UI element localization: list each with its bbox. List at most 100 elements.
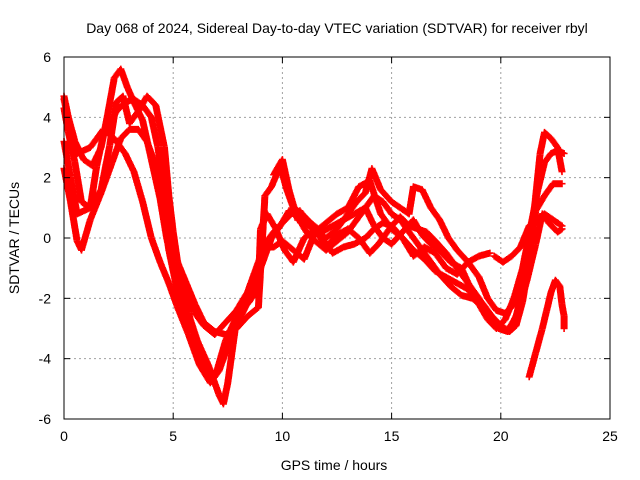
x-axis-label: GPS time / hours: [281, 457, 388, 473]
data-point-segment: [261, 235, 275, 260]
data-point-segment: [547, 134, 561, 150]
data-point-segment: [209, 368, 222, 384]
data-point-segment: [436, 246, 454, 265]
data-point-segment: [88, 145, 104, 170]
data-point-segment: [147, 156, 164, 201]
data-point-segment: [425, 255, 443, 277]
data-point-segment: [388, 229, 405, 248]
data-point-segment: [322, 226, 340, 242]
data-point-segment: [244, 266, 260, 296]
data-point-segment: [541, 128, 554, 141]
data-point-segment: [379, 198, 395, 217]
data-point-segment: [185, 331, 203, 367]
data-point-segment: [388, 210, 403, 223]
y-tick-label: -6: [39, 411, 52, 427]
data-point-segment: [436, 216, 452, 241]
data-point-segment: [147, 113, 162, 150]
data-point-segment: [233, 305, 249, 329]
data-point-segment: [268, 223, 283, 242]
data-point-segment: [475, 249, 494, 260]
data-point-segment: [427, 240, 442, 253]
data-point-segment: [147, 234, 164, 265]
data-point-segment: [344, 184, 362, 212]
data-point-segment: [418, 231, 434, 247]
data-point-segment: [519, 258, 531, 278]
data-point-segment: [525, 217, 539, 230]
data-point-segment: [554, 144, 566, 176]
series-track-2: [60, 125, 568, 408]
data-point-segment: [468, 294, 486, 310]
data-point-segment: [167, 222, 181, 265]
data-point-segment: [156, 195, 170, 240]
data-point-segment: [86, 163, 100, 212]
data-point-segment: [261, 184, 274, 200]
data-point-segment: [541, 210, 556, 223]
data-point-segment: [479, 303, 495, 322]
y-tick-label: 2: [43, 170, 51, 186]
x-tick-label: 20: [493, 428, 509, 444]
data-point-segment: [368, 165, 384, 192]
data-point-segment: [517, 223, 533, 251]
data-point-segment: [447, 282, 464, 298]
data-point-segment: [185, 309, 201, 343]
data-point-segment: [399, 234, 416, 253]
series-track-6: [270, 156, 531, 317]
data-point-segment: [117, 65, 131, 90]
data-point-segment: [174, 258, 190, 286]
data-point-segment: [560, 312, 568, 332]
data-point-segment: [71, 138, 87, 162]
data-point-segment: [64, 128, 79, 165]
y-tick-label: 0: [43, 230, 51, 246]
data-point-segment: [423, 228, 438, 244]
data-point-segment: [409, 216, 425, 238]
data-point-segment: [453, 246, 471, 265]
y-tick-label: 6: [43, 49, 51, 65]
data-point-segment: [333, 211, 351, 233]
data-point-segment: [525, 350, 539, 381]
data-point-segment: [130, 98, 146, 123]
data-point-segment: [241, 284, 257, 311]
data-point-segment: [174, 303, 192, 337]
data-point-segment: [333, 229, 351, 245]
data-point-segment: [139, 101, 154, 120]
data-point-segment: [377, 186, 395, 205]
data-point-segment: [278, 156, 293, 192]
data-point-segment: [152, 101, 168, 150]
data-point-segment: [278, 237, 296, 253]
data-point-segment: [322, 238, 340, 254]
data-point-segment: [71, 159, 85, 204]
data-markers: [60, 65, 568, 408]
series-track-7: [525, 276, 568, 381]
data-point-segment: [458, 264, 476, 295]
data-point-segment: [139, 116, 155, 162]
data-point-segment: [67, 174, 81, 216]
data-point-segment: [191, 300, 207, 325]
data-point-segment: [361, 226, 377, 242]
data-point-segment: [302, 228, 318, 244]
data-point-segment: [405, 228, 421, 247]
data-point-segment: [344, 217, 360, 236]
data-point-segment: [215, 344, 231, 375]
data-point-segment: [108, 136, 124, 167]
data-point-segment: [222, 308, 239, 326]
data-point-segment: [117, 127, 132, 142]
data-point-segment: [414, 240, 432, 262]
x-tick-label: 15: [384, 428, 400, 444]
data-point-segment: [224, 323, 240, 351]
data-point-segment: [447, 258, 464, 271]
data-point-segment: [169, 264, 183, 292]
data-point-segment: [130, 168, 146, 204]
data-point-segment: [163, 234, 177, 271]
data-point-segment: [549, 180, 566, 188]
data-point-segment: [176, 285, 192, 316]
data-point-segment: [182, 279, 198, 307]
data-point-segment: [154, 144, 168, 192]
data-point-segment: [508, 244, 523, 260]
data-point-segment: [104, 76, 118, 118]
data-point-segment: [123, 83, 137, 105]
data-point-segment: [532, 326, 546, 357]
data-point-segment: [409, 246, 427, 262]
x-tick-label: 25: [602, 428, 618, 444]
data-point-segment: [250, 266, 264, 290]
